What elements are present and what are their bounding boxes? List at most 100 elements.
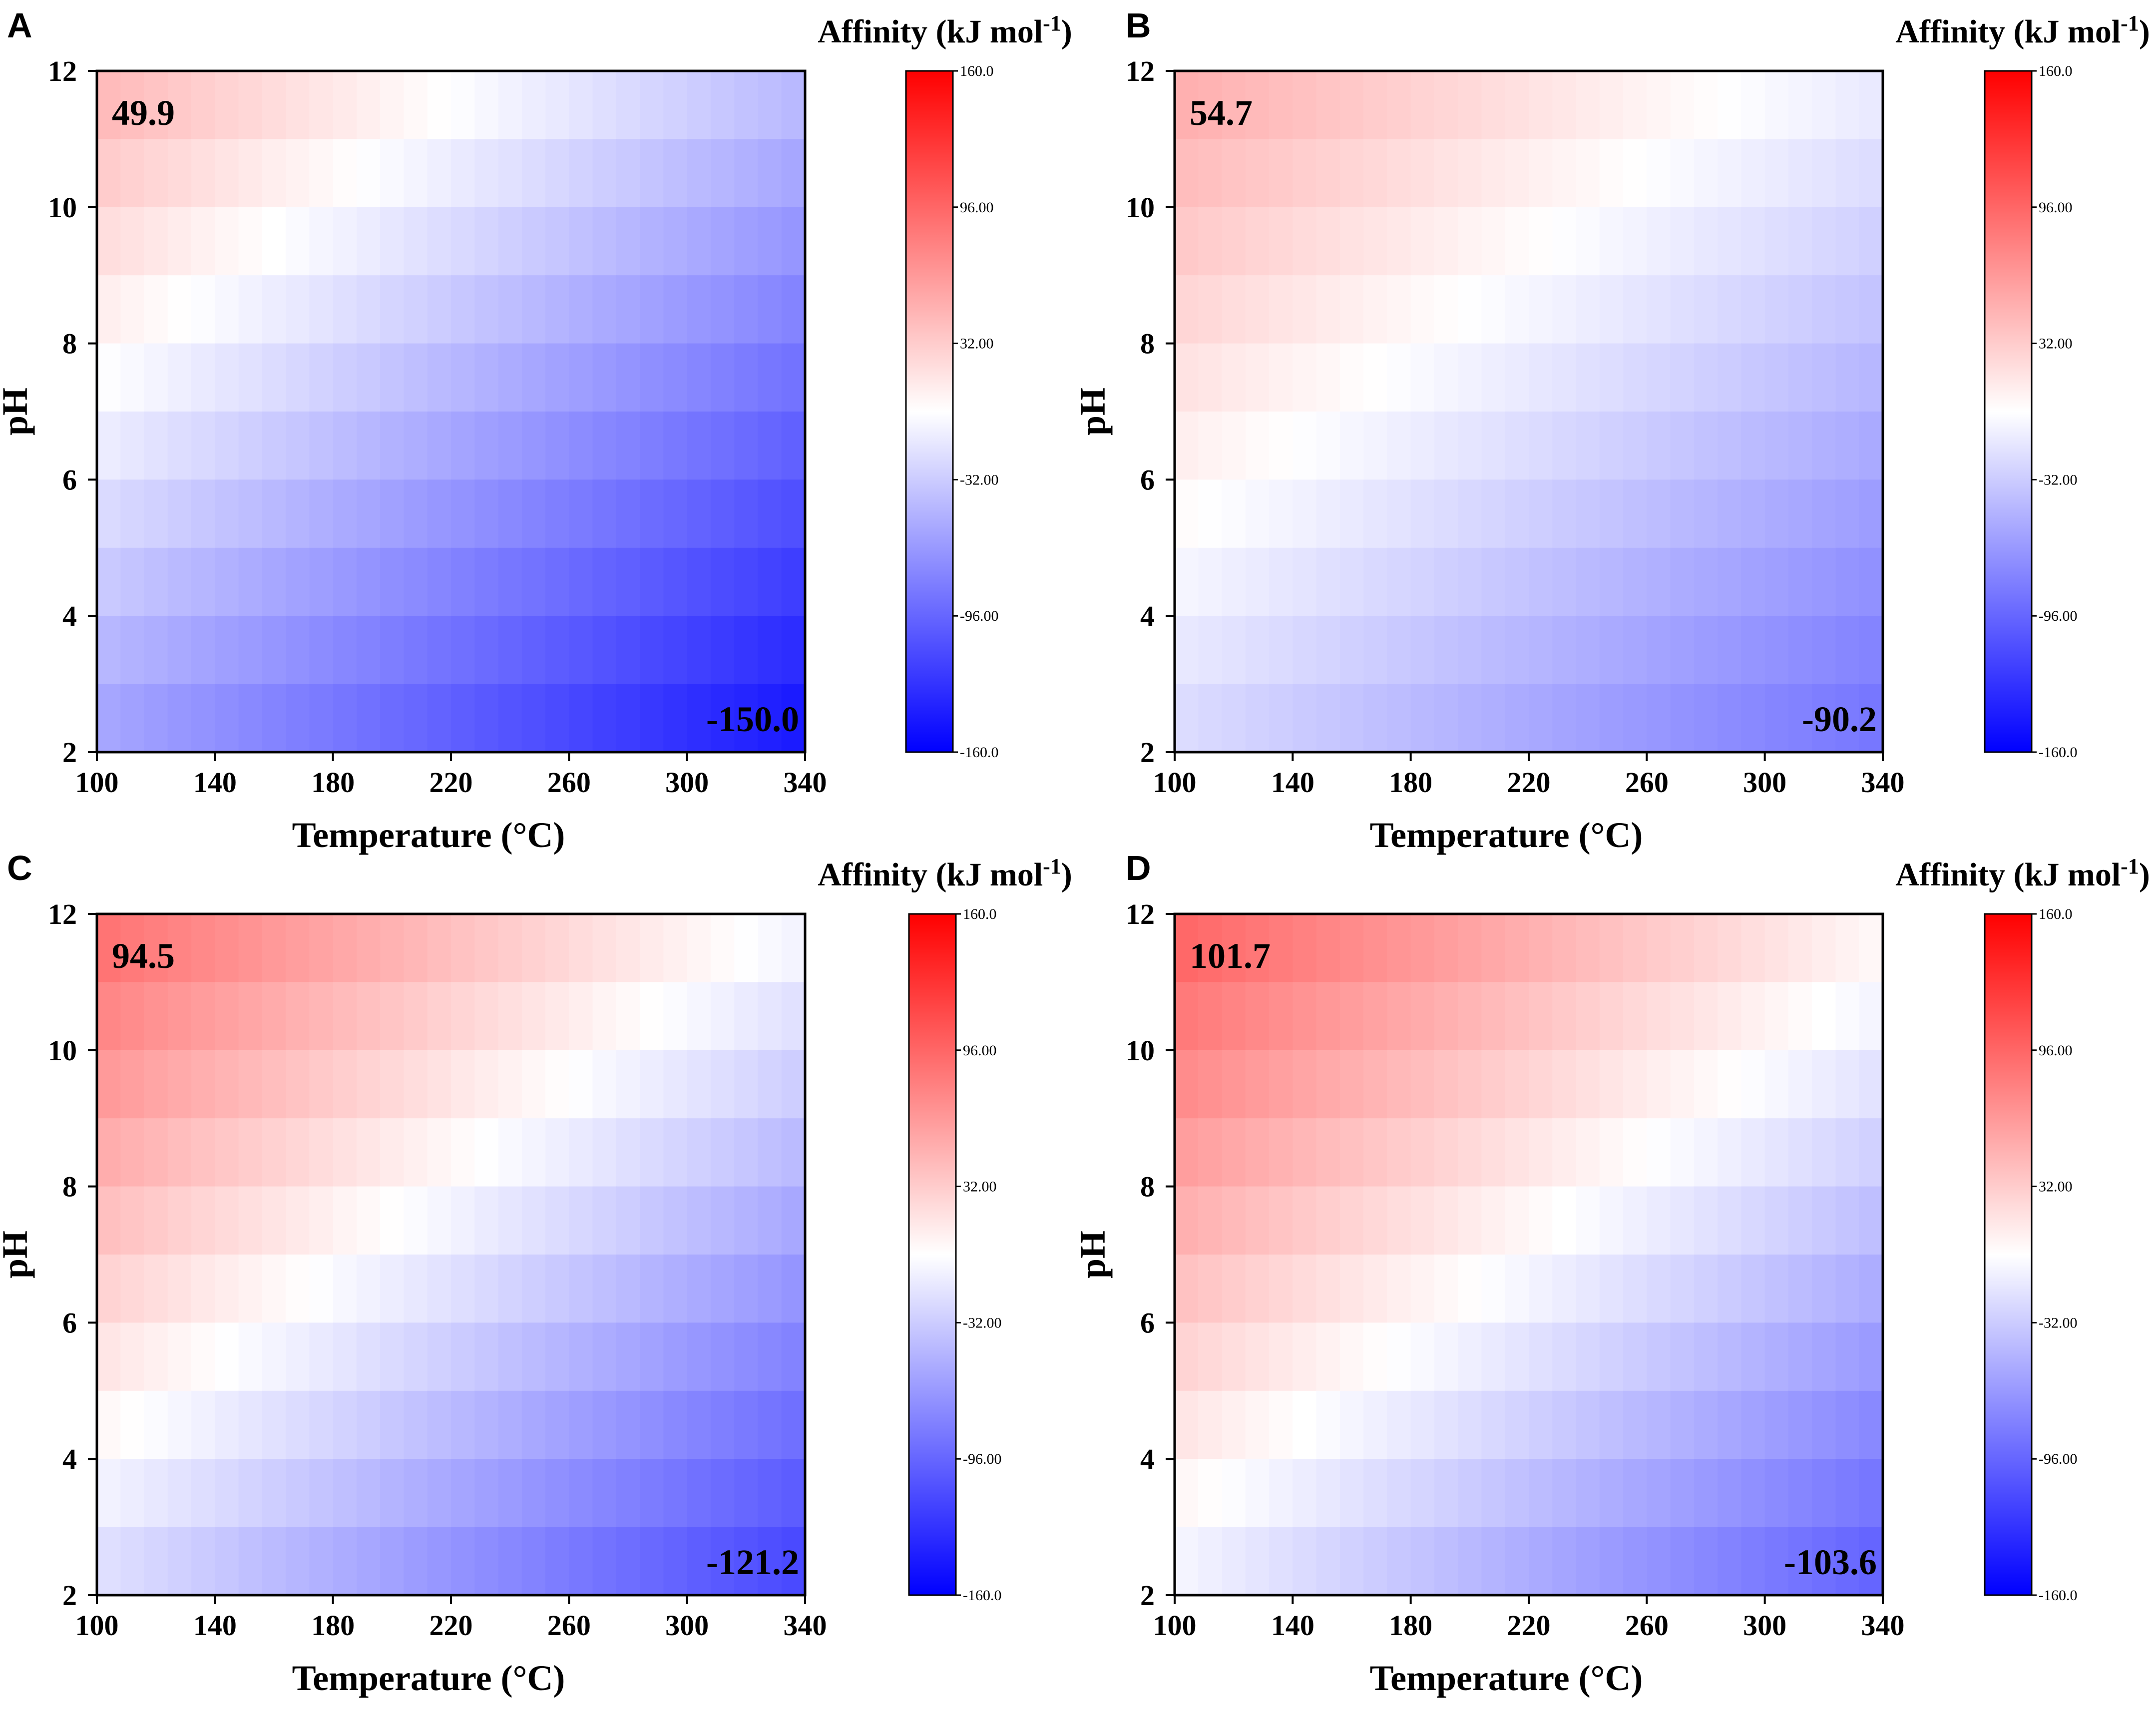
heatmap-cell [1245, 914, 1270, 983]
legend-title-close: ) [2139, 13, 2150, 50]
colorbar-tick-label: 32.00 [963, 1179, 997, 1195]
heatmap-cell [1552, 684, 1577, 753]
heatmap-cell [474, 1118, 499, 1187]
heatmap-cell [1764, 412, 1789, 480]
heatmap-cell [167, 1390, 192, 1460]
heatmap-cell [734, 982, 759, 1051]
y-tick-label: 6 [1140, 1306, 1155, 1339]
heatmap-cell [1647, 684, 1671, 753]
heatmap-cell [498, 71, 522, 140]
heatmap-cell [1741, 1322, 1765, 1391]
heatmap-cell [1718, 1390, 1742, 1460]
heatmap-cell [1623, 982, 1648, 1051]
heatmap-cell [1363, 547, 1388, 617]
heatmap-cell [1764, 139, 1789, 208]
heatmap-cell [356, 412, 381, 480]
heatmap-cell [1222, 616, 1246, 685]
heatmap-cell [1812, 139, 1836, 208]
heatmap-cell [1410, 207, 1435, 276]
colorbar-tick-label: 32.00 [2039, 1179, 2073, 1195]
heatmap-cell [1859, 684, 1883, 753]
heatmap-cell [545, 343, 570, 412]
heatmap-cell [1363, 684, 1388, 753]
heatmap-cell [734, 1186, 759, 1255]
heatmap-cell [1458, 1459, 1482, 1528]
heatmap-cell [1835, 982, 1860, 1051]
heatmap-cell [758, 684, 782, 753]
heatmap-cell [1505, 1186, 1529, 1255]
heatmap-cell [1835, 139, 1860, 208]
heatmap-cell [1269, 207, 1294, 276]
heatmap-cell [1316, 1255, 1340, 1323]
heatmap-cell [380, 412, 405, 480]
heatmap-cell [1387, 412, 1411, 480]
x-tick-label: 260 [547, 766, 591, 799]
heatmap-cell [1694, 684, 1719, 753]
heatmap-cell [1529, 343, 1553, 412]
heatmap-cell [687, 1050, 711, 1119]
heatmap-cell [1458, 207, 1482, 276]
heatmap-cell [1764, 914, 1789, 983]
heatmap-cell [262, 1118, 287, 1187]
heatmap-cell [1647, 1527, 1671, 1596]
heatmap-cell [710, 982, 735, 1051]
heatmap-cell [1741, 1186, 1765, 1255]
heatmap-cell [1363, 1255, 1388, 1323]
heatmap-cell [1718, 207, 1742, 276]
heatmap-cell [758, 1527, 782, 1596]
heatmap-cell [687, 914, 711, 983]
heatmap-cell [1434, 275, 1459, 344]
heatmap-cell [238, 1527, 263, 1596]
heatmap-cell [262, 139, 287, 208]
heatmap-cell [1552, 1322, 1577, 1391]
heatmap-cell [215, 275, 239, 344]
heatmap-cell [781, 547, 806, 617]
heatmap-cell [309, 1390, 334, 1460]
heatmap-cell [545, 547, 570, 617]
heatmap-cell [687, 1118, 711, 1187]
legend-title-superscript: -1 [2121, 854, 2139, 878]
heatmap-cell [1410, 1186, 1435, 1255]
heatmap-cell [663, 616, 688, 685]
heatmap-cell [191, 1459, 216, 1528]
heatmap-cell [616, 71, 641, 140]
heatmap-cell [356, 1118, 381, 1187]
heatmap-cell [1316, 1322, 1340, 1391]
heatmap-cell [238, 479, 263, 548]
heatmap-cell [663, 343, 688, 412]
heatmap-cell [1812, 1322, 1836, 1391]
heatmap-cell [1623, 71, 1648, 140]
panel-letter: B [1126, 6, 1151, 45]
heatmap-cell [1434, 1390, 1459, 1460]
heatmap-cell [1623, 1390, 1648, 1460]
heatmap-cell [640, 207, 664, 276]
heatmap-cell [592, 684, 617, 753]
heatmap-cell [191, 139, 216, 208]
heatmap-cell [191, 71, 216, 140]
heatmap-cell [1222, 1186, 1246, 1255]
heatmap-cell [333, 982, 357, 1051]
heatmap-cell [734, 684, 759, 753]
heatmap-cell [238, 71, 263, 140]
heatmap-cell [663, 71, 688, 140]
heatmap-cell [1812, 275, 1836, 344]
colorbar-tick-label: -160.0 [960, 744, 999, 761]
heatmap-cell [1670, 207, 1695, 276]
heatmap-cell [380, 1186, 405, 1255]
heatmap-cell [1198, 1527, 1223, 1596]
heatmap-cell [1670, 547, 1695, 617]
heatmap-cell [474, 982, 499, 1051]
heatmap-cell [380, 71, 405, 140]
heatmap-cell [262, 71, 287, 140]
heatmap-cell [1481, 547, 1506, 617]
heatmap-cell [215, 479, 239, 548]
heatmap-cell [1293, 914, 1317, 983]
heatmap-cell [356, 1050, 381, 1119]
heatmap-cell [1339, 207, 1364, 276]
heatmap-cell [262, 684, 287, 753]
heatmap-cell [1222, 207, 1246, 276]
heatmap-cell [167, 684, 192, 753]
heatmap-cell [451, 1118, 475, 1187]
heatmap-cell [309, 1186, 334, 1255]
